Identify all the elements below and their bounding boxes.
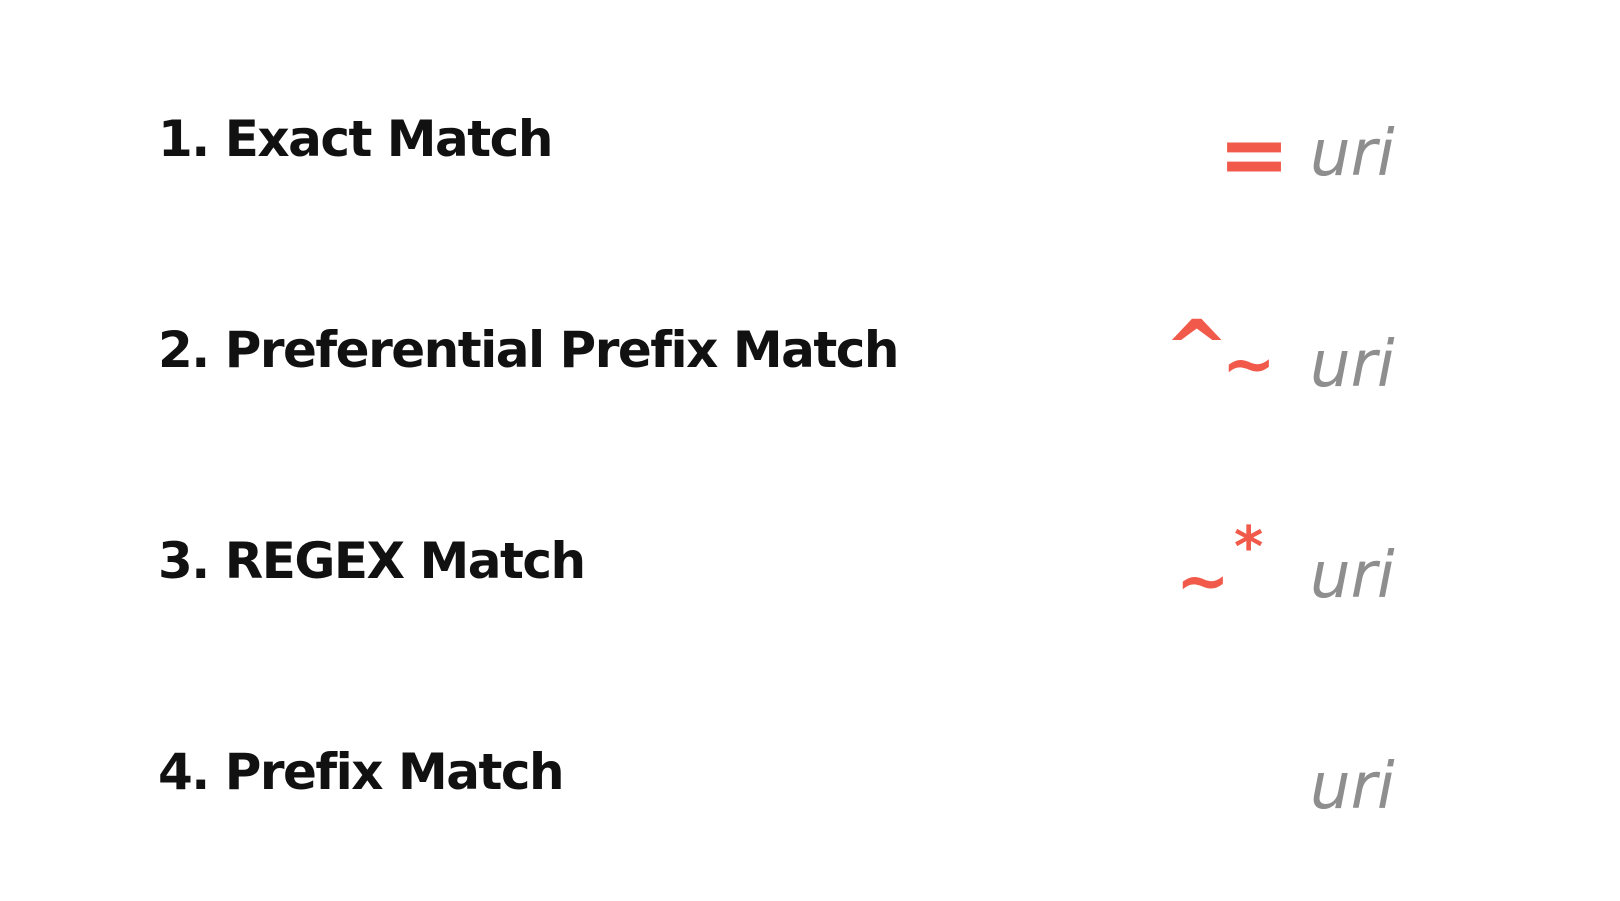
match-row-preferential-prefix: 2. Preferential Prefix Match ^ ~ uri bbox=[0, 305, 1620, 425]
uri-text: uri bbox=[1310, 328, 1395, 402]
match-label: 3. REGEX Match bbox=[158, 532, 586, 590]
asterisk-operator: * bbox=[1234, 515, 1264, 580]
tilde-operator: ~ bbox=[1222, 328, 1276, 402]
uri-text: uri bbox=[1310, 750, 1395, 824]
uri-text: uri bbox=[1310, 539, 1395, 613]
match-row-exact: 1. Exact Match = uri bbox=[0, 94, 1620, 214]
match-label: 2. Preferential Prefix Match bbox=[158, 321, 899, 379]
match-label: 1. Exact Match bbox=[158, 110, 553, 168]
match-row-prefix: 4. Prefix Match uri bbox=[0, 727, 1620, 847]
uri-text: uri bbox=[1310, 117, 1395, 191]
match-label: 4. Prefix Match bbox=[158, 743, 565, 801]
caret-operator: ^ bbox=[1164, 305, 1230, 395]
match-row-regex: 3. REGEX Match ~ * uri bbox=[0, 516, 1620, 636]
tilde-operator: ~ bbox=[1176, 545, 1230, 619]
equals-operator: = bbox=[1218, 105, 1291, 205]
